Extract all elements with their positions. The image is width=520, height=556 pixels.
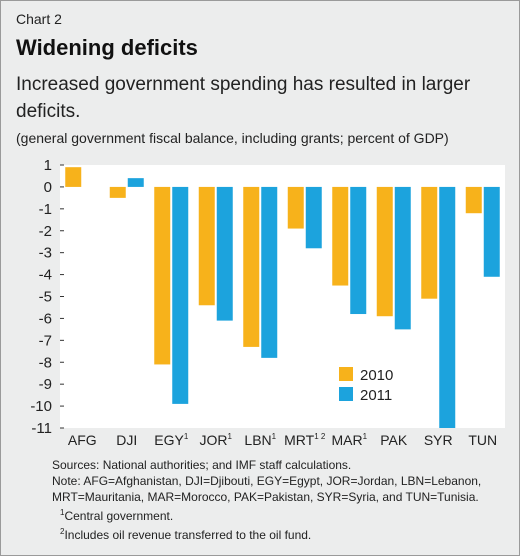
footnote-1-text: Central government. [64, 509, 174, 523]
chart-notes: Sources: National authorities; and IMF s… [52, 457, 481, 543]
abbreviations-note-line-2: MRT=Mauritania, MAR=Morocco, PAK=Pakista… [52, 490, 479, 504]
abbreviations-note-line-1: Note: AFG=Afghanistan, DJI=Djibouti, EGY… [52, 474, 482, 488]
y-tick-label: -11 [31, 420, 52, 437]
bar-2011-MRT [305, 186, 322, 249]
y-tick-label: -3 [39, 245, 52, 262]
footnote-2-mark: 2 [60, 527, 65, 536]
x-tick-label-LBN: LBN1 [244, 432, 276, 448]
footnote-1: 1Central government. [52, 505, 481, 524]
bar-2011-MAR [350, 186, 367, 315]
y-tick-label: -5 [39, 289, 52, 306]
y-tick-label: -10 [30, 398, 52, 415]
chart-number-label: Chart 2 [16, 11, 62, 27]
bar-2010-MAR [332, 186, 349, 286]
x-tick-label-DJI: DJI [116, 432, 137, 448]
x-tick-label-PAK: PAK [380, 432, 408, 448]
x-tick-label-SYR: SYR [424, 432, 453, 448]
bar-2011-DJI [127, 178, 144, 187]
legend-label-2010: 2010 [360, 367, 393, 384]
bar-2010-AFG [65, 167, 82, 187]
bar-2010-PAK [376, 186, 393, 317]
y-tick-label: -7 [39, 332, 52, 349]
bar-2010-MRT [287, 186, 304, 229]
legend-label-2011: 2011 [360, 387, 392, 404]
units-label: (general government fiscal balance, incl… [16, 130, 449, 146]
bar-2010-JOR [198, 186, 215, 306]
chart-subtitle: Increased government spending has result… [16, 74, 471, 122]
x-tick-label-MRT: MRT1 2 [284, 432, 326, 448]
y-tick-label: -2 [39, 223, 52, 240]
x-tick-label-TUN: TUN [468, 432, 497, 448]
bar-2010-SYR [421, 186, 438, 299]
bar-2010-EGY [154, 186, 171, 365]
bar-chart: 1 0 -1 -2 -3 -4 -5 -6 -7 -8 -9 -10 -11 AFG DJI EGY1 JOR1… [30, 157, 505, 448]
chart-title: Widening deficits [16, 35, 198, 60]
legend-swatch-2010 [339, 367, 353, 381]
y-tick-label: -4 [39, 267, 52, 284]
x-tick-label-AFG: AFG [68, 432, 97, 448]
y-tick-label: 1 [44, 157, 52, 174]
y-tick-label: 0 [44, 179, 52, 196]
bar-2011-SYR [439, 186, 456, 428]
bar-2011-PAK [394, 186, 411, 330]
bar-2010-LBN [243, 186, 260, 347]
bar-2010-DJI [109, 186, 126, 198]
bar-2011-TUN [483, 186, 500, 277]
x-tick-label-MAR: MAR1 [331, 432, 367, 448]
footnote-2-text: Includes oil revenue transferred to the … [64, 528, 312, 542]
y-tick-label: -9 [39, 376, 52, 393]
y-tick-label: -8 [39, 354, 52, 371]
plot-area [60, 165, 505, 428]
y-tick-label: -6 [39, 310, 52, 327]
footnote-1-mark: 1 [60, 508, 65, 517]
bar-2011-JOR [216, 186, 233, 321]
sources-note: Sources: National authorities; and IMF s… [52, 458, 352, 472]
x-tick-label-EGY: EGY1 [154, 432, 189, 448]
x-tick-label-JOR: JOR1 [200, 432, 233, 448]
y-tick-label: -1 [39, 201, 52, 218]
bar-2011-LBN [261, 186, 278, 358]
legend-swatch-2011 [339, 387, 353, 401]
bar-2011-EGY [172, 186, 189, 404]
footnote-2: 2Includes oil revenue transferred to the… [52, 524, 481, 543]
bar-2010-TUN [465, 186, 482, 214]
